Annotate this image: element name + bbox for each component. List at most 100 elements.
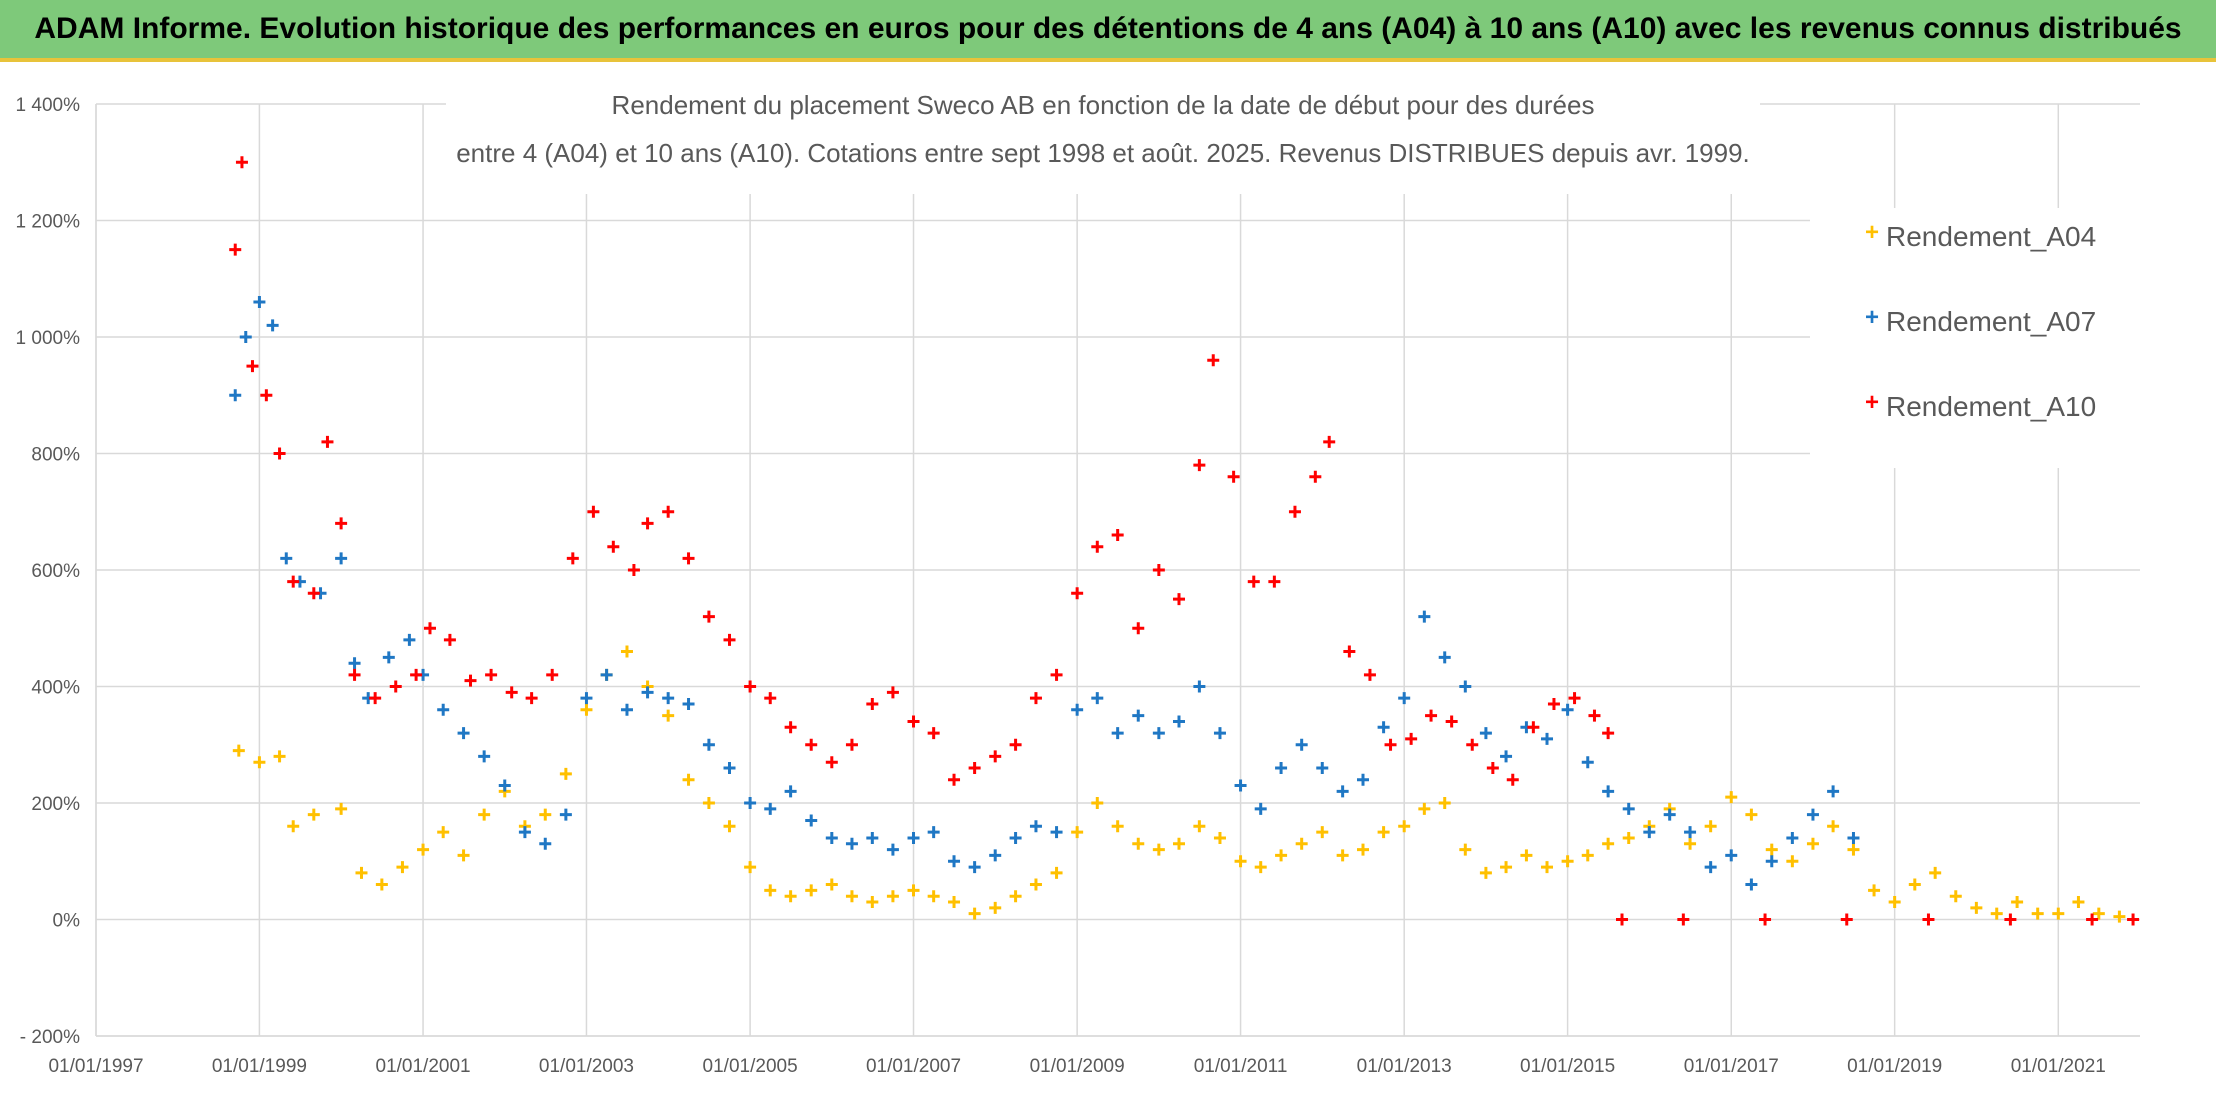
data-point-Rendement_A07 — [805, 814, 818, 827]
data-point-Rendement_A04 — [2092, 907, 2105, 920]
data-point-Rendement_A10 — [1009, 738, 1022, 751]
data-point-Rendement_A04 — [1152, 843, 1165, 856]
data-point-Rendement_A04 — [273, 750, 286, 763]
data-point-Rendement_A04 — [886, 890, 899, 903]
data-point-Rendement_A07 — [1459, 680, 1472, 693]
data-point-Rendement_A07 — [1581, 756, 1594, 769]
data-point-Rendement_A04 — [1459, 843, 1472, 856]
data-point-Rendement_A07 — [1827, 785, 1840, 798]
data-point-Rendement_A10 — [1207, 354, 1220, 367]
data-point-Rendement_A04 — [866, 896, 879, 909]
data-point-Rendement_A04 — [559, 767, 572, 780]
data-point-Rendement_A10 — [1922, 913, 1935, 926]
data-point-Rendement_A07 — [1704, 861, 1717, 874]
data-point-Rendement_A07 — [723, 762, 736, 775]
data-point-Rendement_A10 — [1759, 913, 1772, 926]
data-point-Rendement_A10 — [948, 773, 961, 786]
data-point-Rendement_A10 — [1132, 622, 1145, 635]
data-point-Rendement_A10 — [1486, 762, 1499, 775]
data-point-Rendement_A07 — [335, 552, 348, 565]
data-point-Rendement_A10 — [1602, 727, 1615, 740]
series-Rendement_A04 — [232, 645, 2126, 923]
data-point-Rendement_A07 — [620, 703, 633, 716]
data-point-Rendement_A04 — [1111, 820, 1124, 833]
data-point-Rendement_A10 — [1227, 470, 1240, 483]
data-point-Rendement_A04 — [539, 808, 552, 821]
data-point-Rendement_A07 — [1234, 779, 1247, 792]
data-point-Rendement_A10 — [1425, 709, 1438, 722]
data-point-Rendement_A07 — [1806, 808, 1819, 821]
x-tick-label: 01/01/2013 — [1357, 1056, 1452, 1077]
data-point-Rendement_A04 — [287, 820, 300, 833]
data-point-Rendement_A10 — [1323, 435, 1336, 448]
x-tick-label: 01/01/2019 — [1847, 1056, 1942, 1077]
data-point-Rendement_A04 — [845, 890, 858, 903]
data-point-Rendement_A04 — [825, 878, 838, 891]
data-point-Rendement_A07 — [253, 296, 266, 309]
data-point-Rendement_A07 — [539, 837, 552, 850]
data-point-Rendement_A04 — [702, 797, 715, 809]
data-point-Rendement_A07 — [1071, 703, 1084, 716]
data-point-Rendement_A10 — [2127, 913, 2140, 926]
data-point-Rendement_A04 — [1336, 849, 1349, 862]
data-point-Rendement_A07 — [1745, 878, 1758, 891]
data-point-Rendement_A10 — [1193, 459, 1206, 472]
data-point-Rendement_A04 — [1234, 855, 1247, 868]
data-point-Rendement_A04 — [1929, 866, 1942, 879]
data-point-Rendement_A04 — [1908, 878, 1921, 891]
data-point-Rendement_A10 — [410, 668, 423, 681]
data-point-Rendement_A07 — [518, 826, 531, 839]
data-point-Rendement_A10 — [627, 564, 640, 576]
data-point-Rendement_A07 — [1643, 826, 1656, 839]
data-point-Rendement_A10 — [1111, 529, 1124, 542]
scatter-chart: 01/01/1997 01/01/1999 01/01/2001 01/01/2003… — [0, 62, 2216, 1102]
data-point-Rendement_A10 — [1588, 709, 1601, 722]
data-point-Rendement_A10 — [1029, 692, 1042, 705]
data-point-Rendement_A10 — [485, 668, 498, 681]
data-point-Rendement_A04 — [1009, 890, 1022, 903]
data-point-Rendement_A04 — [2052, 907, 2065, 920]
data-point-Rendement_A04 — [1806, 837, 1819, 850]
data-point-Rendement_A07 — [1847, 831, 1860, 844]
data-point-Rendement_A04 — [2031, 907, 2044, 920]
data-point-Rendement_A10 — [505, 686, 518, 699]
data-point-Rendement_A10 — [866, 697, 879, 710]
series-Rendement_A10 — [229, 156, 2140, 926]
chart-legend: + Rendement_A04 + Rendement_A07 + Rendem… — [1810, 208, 2140, 468]
data-point-Rendement_A07 — [1684, 826, 1697, 839]
x-tick-label: 01/01/2017 — [1684, 1056, 1779, 1077]
data-point-Rendement_A10 — [2004, 913, 2017, 926]
data-point-Rendement_A04 — [1745, 808, 1758, 821]
series-Rendement_A07 — [229, 296, 1860, 891]
legend-marker-a04: + — [1865, 219, 1879, 246]
data-point-Rendement_A07 — [478, 750, 491, 763]
data-point-Rendement_A07 — [457, 727, 470, 740]
data-point-Rendement_A04 — [682, 773, 695, 786]
data-point-Rendement_A07 — [1275, 762, 1288, 775]
data-point-Rendement_A07 — [1091, 692, 1104, 705]
data-point-Rendement_A04 — [2113, 910, 2126, 923]
data-point-Rendement_A04 — [1213, 831, 1226, 844]
data-point-Rendement_A10 — [927, 727, 940, 740]
data-point-Rendement_A10 — [1363, 668, 1376, 681]
data-point-Rendement_A04 — [1868, 884, 1881, 897]
data-point-Rendement_A10 — [235, 156, 248, 169]
data-point-Rendement_A04 — [907, 884, 920, 897]
data-point-Rendement_A04 — [2072, 896, 2085, 909]
data-point-Rendement_A10 — [1527, 721, 1540, 734]
data-point-Rendement_A07 — [1132, 709, 1145, 722]
data-point-Rendement_A10 — [348, 668, 361, 681]
data-point-Rendement_A04 — [1888, 896, 1901, 909]
data-point-Rendement_A10 — [1840, 913, 1853, 926]
data-point-Rendement_A04 — [1398, 820, 1411, 833]
data-point-Rendement_A04 — [1827, 820, 1840, 833]
data-point-Rendement_A10 — [845, 738, 858, 751]
x-tick-label: 01/01/2015 — [1520, 1056, 1615, 1077]
data-point-Rendement_A10 — [307, 587, 320, 600]
data-point-Rendement_A07 — [1663, 808, 1676, 821]
data-point-Rendement_A10 — [1568, 692, 1581, 705]
x-tick-label: 01/01/2007 — [866, 1056, 961, 1077]
data-point-Rendement_A10 — [287, 575, 300, 588]
data-point-Rendement_A07 — [239, 331, 252, 343]
data-point-Rendement_A04 — [1684, 837, 1697, 850]
